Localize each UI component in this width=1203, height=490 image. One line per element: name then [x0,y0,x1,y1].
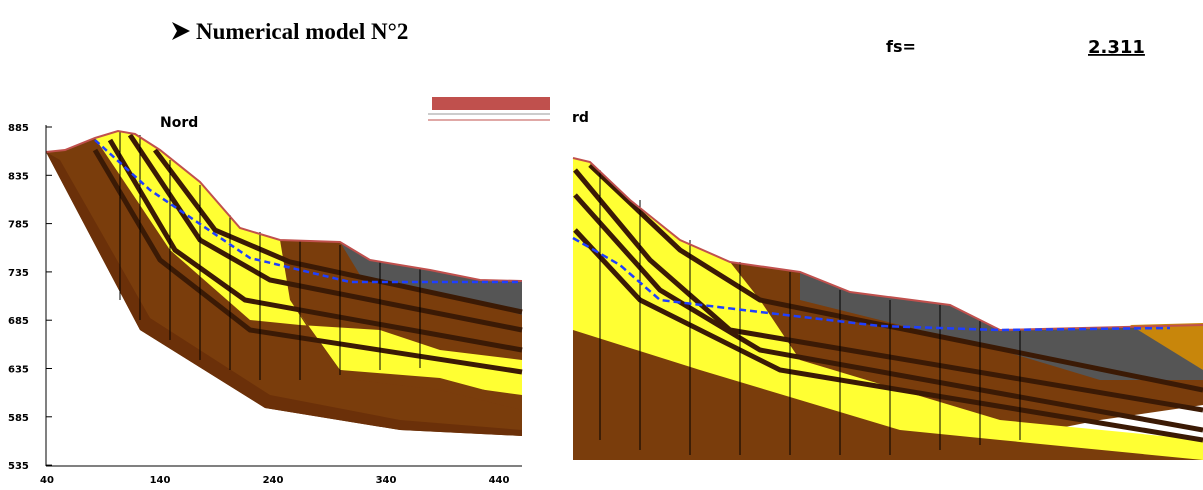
left-model [45,125,523,467]
factor-value: 2.311 [1088,37,1145,58]
y-tick-label: 835 [8,171,29,182]
y-tick-label: 585 [8,413,29,424]
panel-label: rd [572,110,589,126]
y-tick-label: 535 [8,461,29,472]
x-tick-label: 340 [376,475,397,486]
y-tick-label: 785 [8,220,29,231]
x-tick-label: 240 [263,475,284,486]
y-tick-label: 885 [8,123,29,134]
legend-bar [432,97,550,110]
right-model [572,157,1203,460]
y-tick-label: 685 [8,316,29,327]
y-tick-label: 635 [8,365,29,376]
factor-label: fs= [886,37,916,56]
heading: Numerical model N°2 [196,19,408,44]
x-tick-label: 140 [150,475,171,486]
x-tick-label: 440 [489,475,510,486]
x-tick-label: 40 [40,475,54,486]
bullet-arrow [172,22,190,40]
panel-label: Nord [160,115,198,131]
y-tick-label: 735 [8,268,29,279]
